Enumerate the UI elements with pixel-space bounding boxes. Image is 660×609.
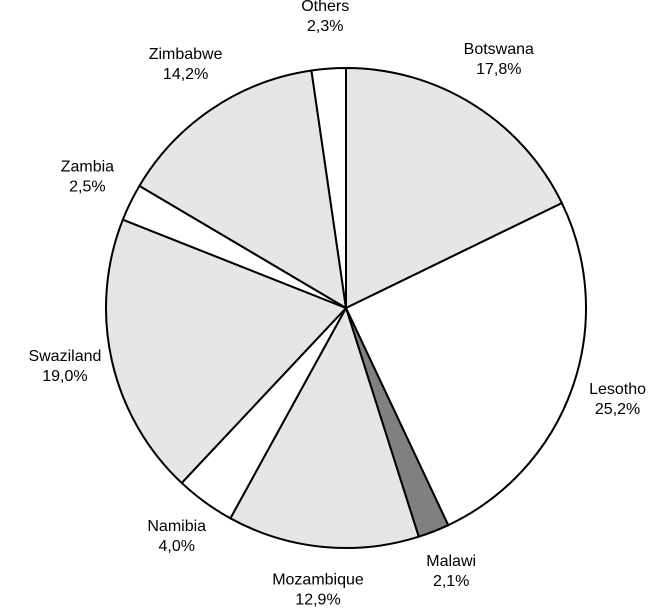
slice-label: Swaziland 19,0%	[28, 348, 101, 385]
value-label: 2,1%	[433, 573, 469, 590]
value-label: 14,2%	[163, 66, 208, 83]
value-label: 25,2%	[595, 401, 640, 418]
slice-label: Others 2,3%	[301, 0, 349, 35]
category-label: Lesotho	[589, 381, 646, 398]
slice-label: Lesotho 25,2%	[589, 381, 646, 418]
pie-slice	[345, 67, 563, 309]
value-label: 17,8%	[476, 61, 521, 78]
pie-slice	[310, 67, 347, 309]
slice-label: Malawi 2,1%	[426, 553, 476, 590]
category-label: Mozambique	[272, 572, 364, 589]
slice-label: Mozambique 12,9%	[272, 572, 364, 609]
category-label: Botswana	[464, 41, 534, 58]
pie-slice	[345, 202, 587, 527]
value-label: 19,0%	[42, 368, 87, 385]
pie-slice	[105, 218, 347, 484]
category-label: Others	[301, 0, 349, 15]
value-label: 4,0%	[158, 538, 194, 555]
category-label: Zambia	[61, 158, 114, 175]
value-label: 2,5%	[69, 178, 105, 195]
slice-label: Botswana 17,8%	[464, 41, 534, 78]
category-label: Namibia	[147, 518, 206, 535]
pie-slice	[138, 69, 347, 309]
slice-label: Namibia 4,0%	[147, 518, 206, 555]
pie-slice	[229, 307, 420, 549]
slice-label: Zimbabwe 14,2%	[149, 46, 223, 83]
value-label: 2,3%	[307, 18, 343, 35]
slice-label: Zambia 2,5%	[61, 158, 114, 195]
value-label: 12,9%	[295, 592, 340, 609]
category-label: Malawi	[426, 553, 476, 570]
category-label: Zimbabwe	[149, 46, 223, 63]
category-label: Swaziland	[28, 348, 101, 365]
